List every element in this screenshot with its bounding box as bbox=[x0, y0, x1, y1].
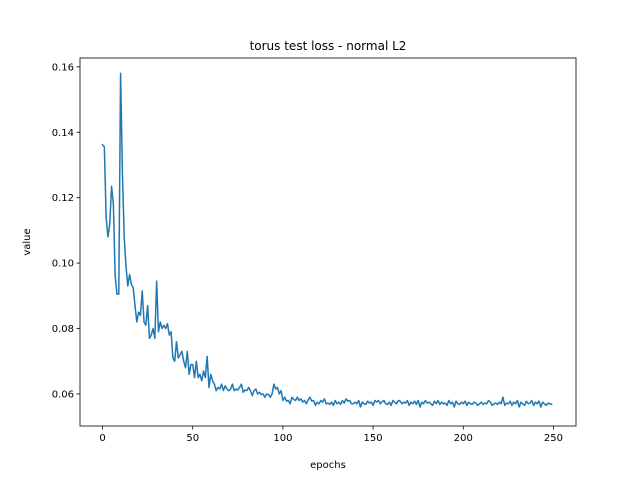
axes-frame bbox=[79, 57, 577, 427]
y-tick-label: 0.10 bbox=[52, 259, 74, 270]
y-tick-label: 0.12 bbox=[52, 193, 74, 204]
y-tick-label: 0.14 bbox=[52, 128, 74, 139]
chart-title: torus test loss - normal L2 bbox=[250, 39, 407, 53]
plot-background bbox=[80, 58, 576, 426]
y-axis-title: value bbox=[22, 228, 33, 255]
x-tick-label: 150 bbox=[364, 433, 383, 444]
x-tick-label: 100 bbox=[273, 433, 292, 444]
series-line bbox=[101, 72, 553, 408]
y-tick-label: 0.06 bbox=[52, 389, 74, 400]
x-tick-label: 0 bbox=[99, 433, 105, 444]
y-tick-label: 0.16 bbox=[52, 62, 74, 73]
x-tick-label: 200 bbox=[454, 433, 473, 444]
y-tick-label: 0.08 bbox=[52, 324, 74, 335]
x-tick-label: 50 bbox=[186, 433, 199, 444]
x-axis-title: epochs bbox=[310, 460, 346, 471]
plot-area: 0 50 100 150 200 250 0.06 0.08 0.10 0.12 0.14 0.16 bbox=[52, 57, 577, 444]
x-tick-label: 250 bbox=[544, 433, 563, 444]
